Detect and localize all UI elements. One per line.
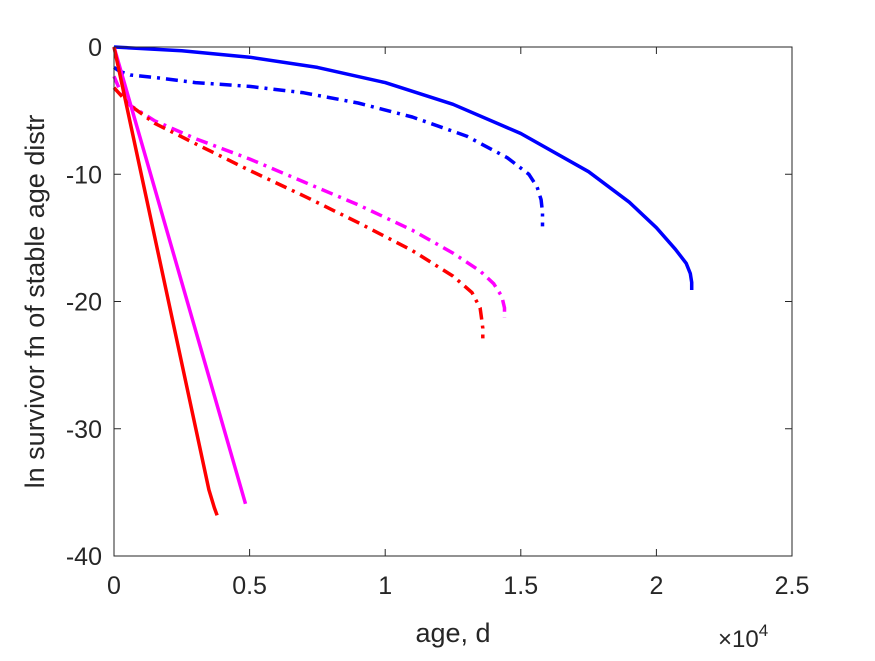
y-tick-label: -30 xyxy=(66,416,102,444)
series-line-6 xyxy=(112,46,219,516)
x-axis-exponent-power: 4 xyxy=(759,621,768,640)
x-tick-label: 1.5 xyxy=(503,572,538,600)
x-tick-label: 2.5 xyxy=(775,572,810,600)
x-tick-label: 0.5 xyxy=(232,572,267,600)
series-line-3 xyxy=(112,75,507,318)
tick-labels: 0 0.5 1 1.5 2 2.5 0 -10 -20 -30 -40 xyxy=(66,34,810,600)
x-axis-label: age, d xyxy=(415,618,490,648)
y-axis-label: ln survivor fn of stable age distr xyxy=(20,115,50,489)
x-tick-label: 0 xyxy=(107,572,121,600)
y-tick-label: -10 xyxy=(66,161,102,189)
series-line-1 xyxy=(113,45,694,290)
series-line-2 xyxy=(112,65,545,227)
plot-background xyxy=(114,47,792,556)
series-line-4 xyxy=(112,86,485,339)
y-tick-label: 0 xyxy=(88,34,102,62)
y-tick-label: -40 xyxy=(66,543,102,571)
series-lines xyxy=(112,45,694,516)
x-axis-exponent-base: ×10 xyxy=(718,626,759,653)
y-tick-label: -20 xyxy=(66,289,102,317)
x-tick-label: 1 xyxy=(378,572,392,600)
x-axis-exponent: ×104 xyxy=(718,621,768,653)
x-tick-label: 2 xyxy=(649,572,663,600)
axes xyxy=(113,46,793,557)
plot-area xyxy=(114,47,792,556)
series-line-5 xyxy=(112,46,248,505)
